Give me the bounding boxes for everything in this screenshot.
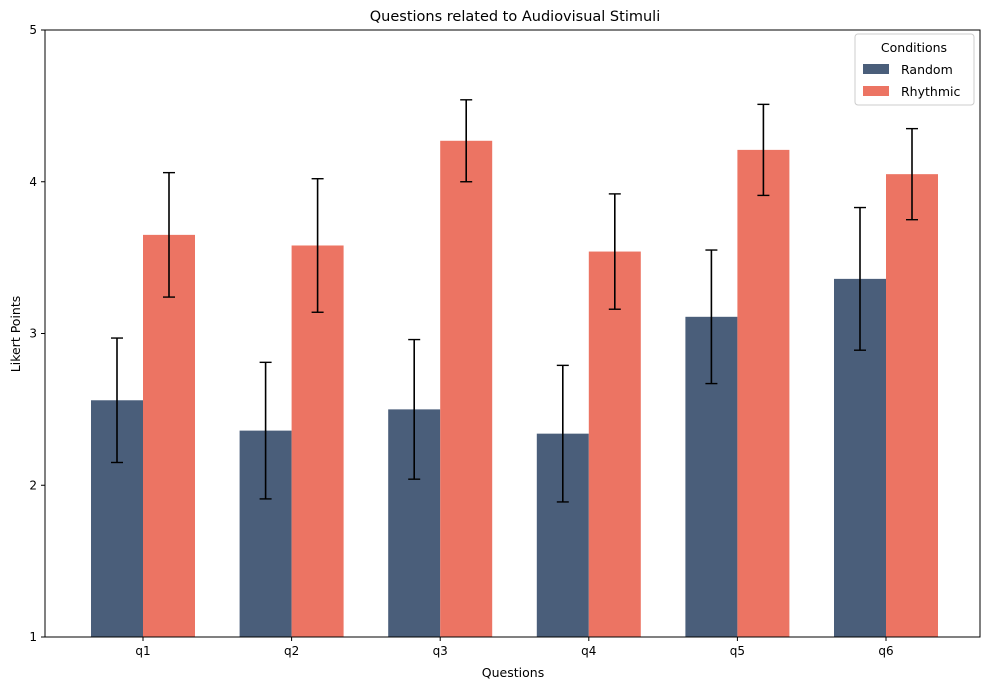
x-tick-label-q4: q4 (581, 644, 596, 658)
x-axis-ticks: q1 q2 q3 q4 q5 q6 (135, 637, 894, 658)
bar-rhythmic-q1 (143, 234, 195, 638)
y-tick-label-5: 5 (29, 23, 37, 37)
x-tick-label-q1: q1 (135, 644, 150, 658)
y-tick-label-4: 4 (29, 175, 37, 189)
legend-title: Conditions (881, 40, 947, 55)
x-tick-label-q6: q6 (878, 644, 893, 658)
bars (91, 140, 938, 638)
plot-frame (44, 29, 981, 638)
y-tick-label-3: 3 (29, 327, 37, 341)
bar-rhythmic-q4 (588, 251, 641, 637)
bar-rhythmic-q6 (886, 174, 938, 637)
legend: Conditions Random Rhythmic (854, 33, 975, 106)
error-bars (111, 99, 918, 503)
bar-rhythmic-q3 (440, 140, 493, 637)
chart-title: Questions related to Audiovisual Stimuli (370, 9, 660, 25)
y-axis-ticks: 1 2 3 4 5 (29, 23, 45, 644)
y-tick-label-1: 1 (29, 630, 37, 644)
legend-label-rhythmic: Rhythmic (901, 84, 960, 99)
legend-label-random: Random (901, 62, 953, 77)
legend-swatch-random (863, 64, 889, 74)
x-tick-label-q5: q5 (730, 644, 745, 658)
x-tick-label-q2: q2 (284, 644, 299, 658)
legend-swatch-rhythmic (863, 86, 889, 96)
bar-rhythmic-q5 (737, 149, 790, 637)
y-tick-label-2: 2 (29, 478, 37, 492)
x-tick-label-q3: q3 (433, 644, 448, 658)
y-axis-label: Likert Points (8, 296, 23, 372)
x-axis-label: Questions (482, 665, 544, 680)
